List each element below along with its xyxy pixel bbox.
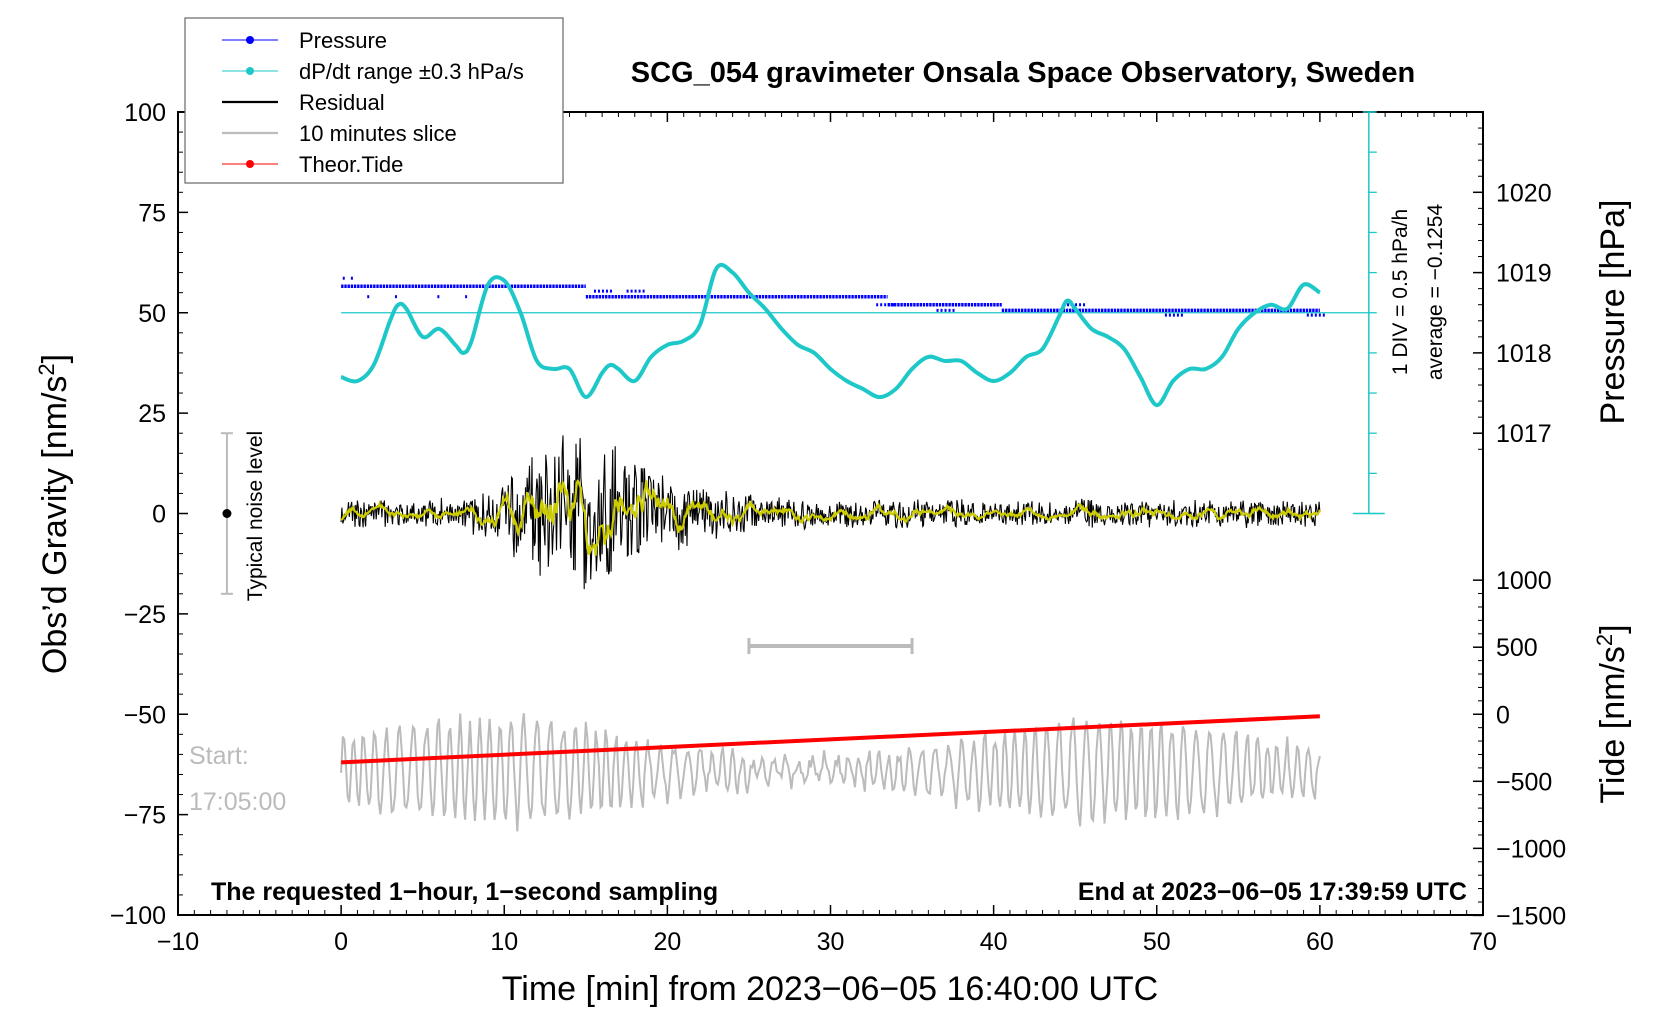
x-tick-label: 10	[490, 928, 518, 956]
chart-title: SCG_054 gravimeter Onsala Space Observat…	[631, 57, 1415, 89]
x-axis-title: Time [min] from 2023−06−05 16:40:00 UTC	[502, 970, 1158, 1008]
tide-tick-label: 0	[1496, 701, 1510, 729]
legend-label: Residual	[299, 90, 385, 115]
annotation-marks	[220, 432, 914, 654]
dpdt-curve	[340, 262, 1321, 408]
pressure-tick-label: 1020	[1496, 179, 1552, 207]
residual-line	[340, 435, 1321, 590]
y-axis-title-pressure: Pressure [hPa]	[1594, 200, 1632, 425]
legend-label: dP/dt range ±0.3 hPa/s	[299, 59, 524, 84]
dpdt-series	[340, 262, 1321, 408]
average-text: average = −0.1254	[1424, 204, 1447, 381]
pressure-tick-label: 1018	[1496, 340, 1552, 368]
x-tick-label: 30	[817, 928, 845, 956]
y-axis-title-left: Obs’d Gravity [nm/s2]	[34, 354, 74, 674]
x-tick-label: 60	[1306, 928, 1334, 956]
tide-tick-label: 1000	[1496, 567, 1552, 595]
legend-box	[184, 17, 564, 184]
legend-swatch-dot	[246, 67, 254, 75]
x-tick-label: 70	[1469, 928, 1497, 956]
y-tick-label: 0	[152, 501, 166, 529]
y-tick-label: 25	[138, 400, 166, 428]
x-tick-label: −10	[157, 928, 199, 956]
tide-tick-label: −1500	[1496, 902, 1566, 930]
pressure-tick-labels: 1017 1018 1019 1020	[1496, 179, 1552, 448]
y-tick-label: 75	[138, 199, 166, 227]
pressure-tick-label: 1019	[1496, 260, 1552, 288]
pressure-series	[341, 276, 1325, 317]
legend-label: Theor.Tide	[299, 152, 403, 177]
footer-right: End at 2023−06−05 17:39:59 UTC	[1078, 878, 1467, 906]
tide-series	[341, 714, 1320, 765]
residual-smoothed-line	[340, 479, 1321, 556]
tide-tick-label: 500	[1496, 634, 1538, 662]
x-tick-label: 50	[1143, 928, 1171, 956]
y-tick-label: −100	[110, 902, 166, 930]
y-tick-labels: −100 −75 −50 −25 0 25 50 75 100	[110, 99, 166, 930]
y-tick-label: 50	[138, 300, 166, 328]
dpdt-scale-text: 1 DIV = 0.5 hPa/h	[1389, 209, 1412, 375]
slice-series	[340, 713, 1321, 832]
footer-left: The requested 1−hour, 1−second sampling	[211, 878, 718, 906]
legend-entries: Pressure dP/dt range ±0.3 hPa/s Residual 10…	[222, 28, 524, 177]
legend-label: Pressure	[299, 28, 387, 53]
tide-line	[341, 714, 1320, 765]
x-tick-labels: −10 0 10 20 30 40 50 60 70	[157, 928, 1497, 956]
y-tick-label: −25	[124, 601, 166, 629]
noise-level-label: Typical noise level	[244, 431, 267, 601]
y-tick-label: −75	[124, 802, 166, 830]
legend-swatch-dot	[246, 36, 254, 44]
x-tick-label: 20	[653, 928, 681, 956]
y-tick-label: −50	[124, 701, 166, 729]
start-time: 17:05:00	[189, 788, 286, 816]
y-axis-title-tide: Tide [nm/s2]	[1592, 624, 1632, 803]
x-tick-label: 40	[980, 928, 1008, 956]
tide-tick-labels: −1500 −1000 −500 0 500 1000	[1496, 567, 1566, 930]
residual-series	[340, 435, 1321, 590]
x-tick-label: 0	[334, 928, 348, 956]
dpdt-scale-bar	[1352, 111, 1385, 515]
tide-tick-label: −1000	[1496, 835, 1566, 863]
y-tick-label: 100	[124, 99, 166, 127]
tide-tick-label: −500	[1496, 768, 1552, 796]
noise-bar-dot	[222, 509, 232, 518]
legend: Pressure dP/dt range ±0.3 hPa/s Residual 10…	[184, 17, 564, 184]
legend-swatch-dot	[246, 160, 254, 168]
start-label: Start:	[189, 742, 249, 770]
pressure-tick-label: 1017	[1496, 420, 1552, 448]
slice-line	[340, 713, 1321, 832]
legend-label: 10 minutes slice	[299, 121, 457, 146]
